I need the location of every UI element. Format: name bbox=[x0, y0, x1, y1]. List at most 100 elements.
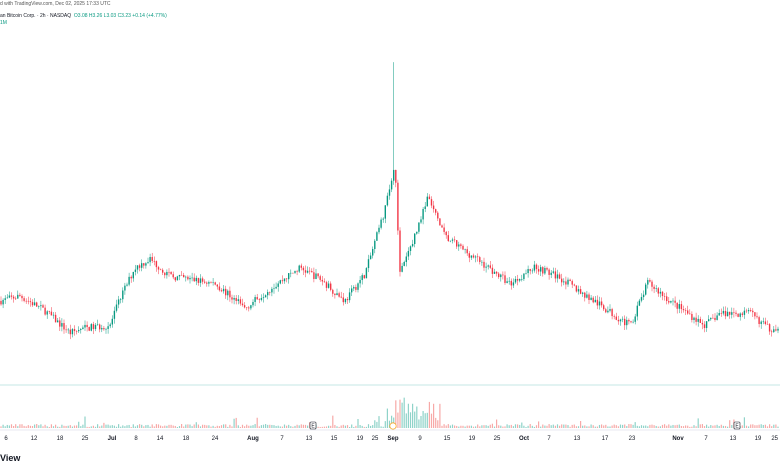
candle-body bbox=[619, 319, 622, 322]
volume-bar bbox=[73, 425, 76, 428]
candle-body bbox=[65, 329, 67, 331]
volume-bar bbox=[653, 425, 655, 428]
volume-bar bbox=[288, 424, 290, 428]
candle-body bbox=[267, 292, 269, 296]
earnings-marker-box[interactable] bbox=[733, 421, 741, 430]
candle-body bbox=[451, 239, 454, 241]
volume-bar bbox=[166, 425, 168, 428]
volume-bar bbox=[773, 424, 775, 428]
candle-body bbox=[126, 284, 128, 286]
volume-bar bbox=[567, 425, 569, 428]
candle-body bbox=[397, 182, 399, 231]
candle-body bbox=[388, 189, 391, 196]
time-axis-tick: 19 bbox=[469, 436, 476, 442]
volume-bar bbox=[204, 424, 206, 428]
volume-bar bbox=[571, 424, 573, 428]
candle-body bbox=[359, 280, 361, 284]
candle-body bbox=[256, 297, 258, 300]
candle-body bbox=[170, 272, 172, 275]
volume-bar bbox=[626, 426, 628, 428]
candle-body bbox=[754, 312, 756, 317]
volume-bar bbox=[743, 417, 745, 428]
volume-bar bbox=[710, 425, 712, 428]
time-axis-tick: 25 bbox=[82, 436, 89, 442]
volume-bar bbox=[447, 424, 449, 428]
candle-body bbox=[231, 297, 233, 300]
candle-body bbox=[304, 270, 307, 273]
candle-body bbox=[363, 275, 365, 279]
candle-body bbox=[90, 324, 92, 331]
candle-body bbox=[638, 300, 641, 306]
candle-body bbox=[430, 199, 433, 206]
candle-body bbox=[691, 314, 693, 320]
candle-body bbox=[441, 225, 443, 228]
candle-body bbox=[285, 278, 288, 280]
candle-body bbox=[386, 195, 389, 206]
candle-body bbox=[460, 244, 462, 246]
candle-body bbox=[138, 265, 141, 268]
earnings-marker-box[interactable] bbox=[309, 421, 317, 430]
volume-bar bbox=[720, 424, 722, 428]
candle-body bbox=[145, 263, 147, 266]
candle-body bbox=[395, 169, 397, 183]
time-axis-tick: 9 bbox=[418, 436, 422, 442]
candle-body bbox=[474, 256, 477, 258]
candle-body bbox=[393, 169, 395, 181]
candle-body bbox=[504, 275, 506, 283]
volume-bar bbox=[523, 425, 525, 428]
volume-bar bbox=[748, 426, 750, 428]
volume-bar bbox=[8, 425, 10, 428]
volume-bar bbox=[466, 425, 468, 428]
volume-bar bbox=[57, 426, 59, 428]
candle-body bbox=[634, 316, 636, 322]
candle-body bbox=[132, 271, 134, 279]
volume-bar bbox=[745, 425, 748, 428]
candle-body bbox=[766, 324, 769, 325]
volume-bar bbox=[556, 424, 559, 428]
candle-body bbox=[741, 313, 743, 315]
candle-body bbox=[378, 227, 380, 233]
candle-body bbox=[653, 286, 655, 289]
candle-body bbox=[128, 276, 130, 285]
candle-body bbox=[676, 302, 678, 309]
volume-bar bbox=[651, 424, 653, 428]
candle-body bbox=[4, 298, 6, 300]
candle-body bbox=[44, 307, 46, 315]
earnings-marker[interactable]: E bbox=[733, 421, 741, 430]
candle-body bbox=[682, 309, 685, 311]
volume-bar bbox=[199, 426, 202, 428]
volume-bar bbox=[563, 424, 565, 428]
candle-body bbox=[99, 324, 101, 330]
volume-bar bbox=[21, 424, 23, 428]
candle-body bbox=[666, 296, 668, 302]
candle-body bbox=[462, 245, 464, 250]
time-axis[interactable]: 6 12 18 25 Jul 8 14 18 24 Aug 7 13 15 19 25 Sep 9 15 19 25 O… bbox=[4, 436, 778, 442]
volume-bar bbox=[458, 426, 460, 428]
volume-bar bbox=[481, 425, 483, 428]
candle-body bbox=[493, 271, 496, 274]
volume-bar bbox=[741, 425, 743, 428]
candle-body bbox=[449, 240, 452, 242]
candle-body bbox=[632, 321, 634, 323]
candle-body bbox=[399, 230, 401, 272]
volume-bar bbox=[391, 415, 393, 428]
volume-bar bbox=[174, 425, 176, 428]
volume-bar bbox=[248, 425, 250, 428]
candle-body bbox=[59, 320, 61, 327]
volume-bar bbox=[145, 425, 147, 428]
candle-body bbox=[575, 285, 578, 292]
candle-body bbox=[697, 318, 699, 322]
candle-body bbox=[645, 284, 647, 295]
volume-bar bbox=[752, 424, 754, 428]
candle-body bbox=[216, 284, 218, 287]
candle-body bbox=[290, 272, 292, 274]
candle-body bbox=[705, 321, 708, 329]
earnings-marker-label: E bbox=[311, 424, 315, 430]
event-circle-marker[interactable] bbox=[389, 422, 397, 430]
volume-bar bbox=[420, 415, 422, 428]
volume-bar bbox=[52, 426, 55, 428]
earnings-marker[interactable]: E bbox=[309, 421, 317, 430]
volume-label: 1M bbox=[0, 20, 7, 26]
